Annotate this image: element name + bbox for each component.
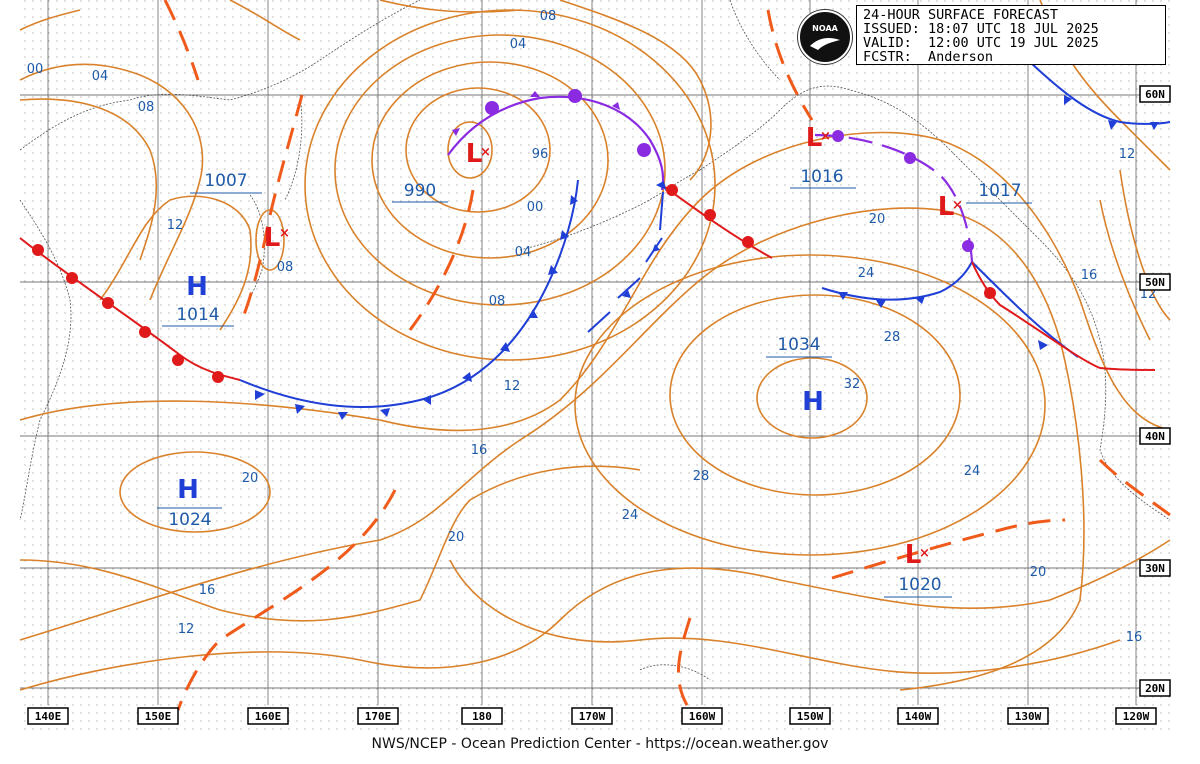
- high-symbol-1014: H: [186, 272, 208, 302]
- high-symbol-1024: H: [177, 475, 199, 505]
- header-valid: VALID: 12:00 UTC 19 JUL 2025: [863, 35, 1099, 51]
- low-symbol-1017: L: [938, 192, 955, 222]
- noaa-bird-icon: [810, 38, 840, 50]
- svg-text:28: 28: [693, 469, 710, 484]
- svg-text:12: 12: [178, 622, 195, 637]
- center-1016-label: 1016: [800, 167, 843, 187]
- svg-text:16: 16: [199, 583, 216, 598]
- occluded-front-aleutian: [447, 95, 665, 191]
- center-990-label: 990: [404, 181, 436, 201]
- pressure-centers: 1007 L× H 1014 H 1024 L × 990 L × 1016 L…: [157, 123, 1032, 598]
- svg-text:140W: 140W: [905, 710, 932, 723]
- svg-text:08: 08: [489, 294, 506, 309]
- header-forecaster: FCSTR: Anderson: [863, 49, 994, 65]
- dot-grid: [20, 0, 1170, 730]
- svg-text:170E: 170E: [365, 710, 392, 723]
- svg-text:24: 24: [964, 464, 981, 479]
- svg-text:04: 04: [92, 69, 109, 84]
- center-1034-label: 1034: [777, 335, 820, 355]
- noaa-logo-text: NOAA: [812, 24, 838, 33]
- svg-text:20: 20: [448, 530, 465, 545]
- svg-text:12: 12: [504, 379, 521, 394]
- svg-text:130W: 130W: [1015, 710, 1042, 723]
- svg-text:160E: 160E: [255, 710, 282, 723]
- svg-text:08: 08: [540, 9, 557, 24]
- isobars: [19, 0, 1171, 691]
- center-1020-label: 1020: [898, 575, 941, 595]
- noaa-logo-icon: NOAA: [798, 10, 852, 64]
- svg-text:170W: 170W: [579, 710, 606, 723]
- center-1024-label: 1024: [168, 510, 211, 530]
- svg-text:120W: 120W: [1123, 710, 1150, 723]
- svg-text:50N: 50N: [1145, 276, 1165, 289]
- svg-text:20: 20: [869, 212, 886, 227]
- svg-text:30N: 30N: [1145, 562, 1165, 575]
- svg-text:1007: 1007: [204, 171, 247, 191]
- svg-text:24: 24: [622, 508, 639, 523]
- svg-text:180: 180: [472, 710, 492, 723]
- low-symbol-1016: L: [806, 123, 823, 153]
- center-1014-label: 1014: [176, 305, 219, 325]
- forecast-header: 24-HOUR SURFACE FORECAST ISSUED: 18:07 U…: [856, 5, 1166, 65]
- svg-text:08: 08: [138, 100, 155, 115]
- troughs: [163, 0, 1171, 711]
- low-x-marker: ×: [820, 129, 831, 144]
- coastlines: [19, 0, 1171, 681]
- low-center-kamchatka: L×: [264, 223, 290, 253]
- svg-text:16: 16: [471, 443, 488, 458]
- credit-line: NWS/NCEP - Ocean Prediction Center - htt…: [371, 736, 829, 752]
- low-x-marker: ×: [952, 198, 963, 213]
- fronts: [19, 39, 1171, 420]
- svg-text:96: 96: [532, 147, 549, 162]
- svg-text:24: 24: [858, 266, 875, 281]
- isobar-labels: 00 04 08 12 08 08 04 96 00 04 08 12 16 2…: [27, 9, 1157, 645]
- svg-text:40N: 40N: [1145, 430, 1165, 443]
- svg-text:60N: 60N: [1145, 88, 1165, 101]
- header-title: 24-HOUR SURFACE FORECAST: [863, 7, 1059, 23]
- svg-text:150E: 150E: [145, 710, 172, 723]
- svg-text:04: 04: [510, 37, 527, 52]
- low-symbol-990: L: [466, 139, 483, 169]
- header-issued: ISSUED: 18:07 UTC 18 JUL 2025: [863, 21, 1099, 37]
- svg-text:08: 08: [277, 260, 294, 275]
- svg-text:32: 32: [844, 377, 861, 392]
- svg-text:00: 00: [527, 200, 544, 215]
- center-1017-label: 1017: [978, 181, 1021, 201]
- svg-text:04: 04: [515, 245, 532, 260]
- low-symbol-1020: L: [905, 540, 922, 570]
- svg-text:16: 16: [1081, 268, 1098, 283]
- cold-front-main: [239, 179, 579, 408]
- low-symbol: L: [264, 223, 281, 253]
- svg-text:00: 00: [27, 62, 44, 77]
- low-x-marker: ×: [919, 546, 930, 561]
- low-x-marker: ×: [480, 145, 491, 160]
- latitude-labels: 60N 50N 40N 30N 20N: [1139, 85, 1171, 697]
- svg-text:140E: 140E: [35, 710, 62, 723]
- svg-text:12: 12: [167, 218, 184, 233]
- svg-text:28: 28: [884, 330, 901, 345]
- occluded-front-east: [814, 133, 974, 263]
- svg-text:20N: 20N: [1145, 682, 1165, 695]
- svg-text:160W: 160W: [689, 710, 716, 723]
- svg-text:20: 20: [1030, 565, 1047, 580]
- cold-front-dashed: [587, 191, 664, 333]
- center-1007-label: 1007: [190, 171, 262, 194]
- high-symbol-1034: H: [802, 387, 824, 417]
- lat-lon-grid: [20, 0, 1170, 705]
- longitude-labels: 140E 150E 160E 170E 180 170W 160W 150W 1…: [27, 707, 1157, 725]
- svg-text:16: 16: [1126, 630, 1143, 645]
- low-x-marker: ×: [279, 226, 290, 241]
- svg-text:12: 12: [1119, 147, 1136, 162]
- svg-text:150W: 150W: [797, 710, 824, 723]
- svg-text:20: 20: [242, 471, 259, 486]
